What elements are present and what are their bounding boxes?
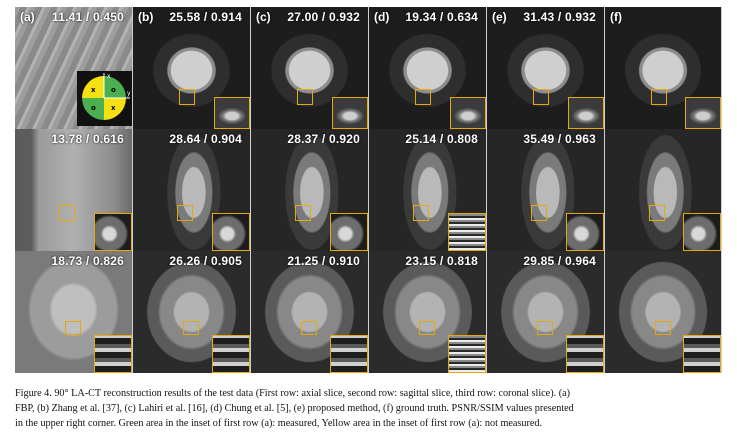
roi-box [177, 205, 193, 221]
zoom-inset [683, 335, 721, 373]
zoom-inset [332, 97, 368, 129]
figure-grid: (a) 11.41 / 0.450 x y x o o x (b) 25.58 … [15, 7, 722, 373]
zoom-inset [94, 213, 132, 251]
metric-axial-d: 19.34 / 0.634 [405, 10, 478, 24]
zoom-inset [450, 97, 486, 129]
axis-x-label: x [107, 73, 111, 80]
axial-zhang-panel: (b) 25.58 / 0.914 [133, 7, 251, 129]
sector-not-measured-1 [82, 76, 104, 98]
sector-mark-3: o [91, 104, 96, 112]
zoom-inset [212, 213, 250, 251]
zoom-inset [330, 335, 368, 373]
axial-chung-panel: (d) 19.34 / 0.634 [369, 7, 487, 129]
sector-not-measured-2 [104, 98, 126, 120]
metric-coronal-a: 18.73 / 0.826 [51, 254, 124, 268]
coronal-lahiri-panel: 21.25 / 0.910 [251, 251, 369, 373]
zoom-inset [448, 213, 486, 251]
sector-measured-1 [104, 76, 126, 98]
zoom-inset [448, 335, 486, 373]
metric-axial-c: 27.00 / 0.932 [287, 10, 360, 24]
panel-label-d: (d) [374, 10, 390, 24]
roi-box [531, 205, 547, 221]
zoom-inset [330, 213, 368, 251]
coronal-zhang-panel: 26.26 / 0.905 [133, 251, 251, 373]
sector-mark-1: x [91, 86, 96, 94]
roi-box [651, 89, 667, 105]
roi-box [419, 321, 435, 335]
sagittal-chung-panel: 25.14 / 0.808 [369, 129, 487, 251]
zoom-inset [685, 97, 721, 129]
metric-sagittal-d: 25.14 / 0.808 [405, 132, 478, 146]
sagittal-ground-truth-panel [605, 129, 722, 251]
coronal-chung-panel: 23.15 / 0.818 [369, 251, 487, 373]
sector-mark-2: o [111, 86, 116, 94]
metric-axial-e: 31.43 / 0.932 [523, 10, 596, 24]
zoom-inset [214, 97, 250, 129]
zoom-inset [94, 335, 132, 373]
zoom-inset [212, 335, 250, 373]
coronal-fbp-panel: 18.73 / 0.826 [15, 251, 133, 373]
caption-line-2: FBP, (b) Zhang et al. [37], (c) Lahiri e… [15, 403, 574, 414]
panel-label-b: (b) [138, 10, 154, 24]
roi-box [297, 89, 313, 105]
panel-label-e: (e) [492, 10, 507, 24]
metric-sagittal-e: 35.49 / 0.963 [523, 132, 596, 146]
roi-box [537, 321, 553, 335]
metric-sagittal-b: 28.64 / 0.904 [169, 132, 242, 146]
metric-axial-a: 11.41 / 0.450 [52, 10, 124, 24]
roi-box [65, 321, 81, 335]
roi-box [415, 89, 431, 105]
axis-y-label: y [127, 90, 131, 97]
roi-box [533, 89, 549, 105]
sagittal-zhang-panel: 28.64 / 0.904 [133, 129, 251, 251]
roi-box [179, 89, 195, 105]
roi-box [183, 321, 199, 335]
axial-proposed-panel: (e) 31.43 / 0.932 [487, 7, 605, 129]
sagittal-fbp-panel: 13.78 / 0.616 [15, 129, 133, 251]
zoom-inset [566, 335, 604, 373]
caption-line-3: in the upper right corner. Green area in… [15, 418, 543, 429]
zoom-inset [683, 213, 721, 251]
metric-coronal-e: 29.85 / 0.964 [523, 254, 596, 268]
metric-axial-b: 25.58 / 0.914 [169, 10, 242, 24]
panel-label-f: (f) [610, 10, 622, 24]
sector-measured-2 [82, 98, 104, 120]
roi-box [655, 321, 671, 335]
sagittal-lahiri-panel: 28.37 / 0.920 [251, 129, 369, 251]
metric-coronal-c: 21.25 / 0.910 [287, 254, 360, 268]
metric-sagittal-c: 28.37 / 0.920 [287, 132, 360, 146]
roi-box [59, 205, 75, 221]
metric-coronal-d: 23.15 / 0.818 [405, 254, 478, 268]
coronal-ground-truth-panel [605, 251, 722, 373]
metric-coronal-b: 26.26 / 0.905 [169, 254, 242, 268]
roi-box [295, 205, 311, 221]
roi-box [649, 205, 665, 221]
metric-sagittal-a: 13.78 / 0.616 [51, 132, 124, 146]
axial-ground-truth-panel: (f) [605, 7, 722, 129]
sagittal-proposed-panel: 35.49 / 0.963 [487, 129, 605, 251]
zoom-inset [566, 213, 604, 251]
panel-label-c: (c) [256, 10, 271, 24]
roi-box [301, 321, 317, 335]
roi-box [413, 205, 429, 221]
axial-fbp-panel: (a) 11.41 / 0.450 x y x o o x [15, 7, 133, 129]
coronal-proposed-panel: 29.85 / 0.964 [487, 251, 605, 373]
measurement-sector-inset: x y x o o x [77, 71, 132, 126]
figure-caption: Figure 4. 90° LA-CT reconstruction resul… [15, 386, 725, 431]
panel-label-a: (a) [20, 10, 35, 24]
caption-line-1: Figure 4. 90° LA-CT reconstruction resul… [15, 388, 570, 399]
sector-mark-4: x [111, 104, 116, 112]
zoom-inset [568, 97, 604, 129]
axial-lahiri-panel: (c) 27.00 / 0.932 [251, 7, 369, 129]
